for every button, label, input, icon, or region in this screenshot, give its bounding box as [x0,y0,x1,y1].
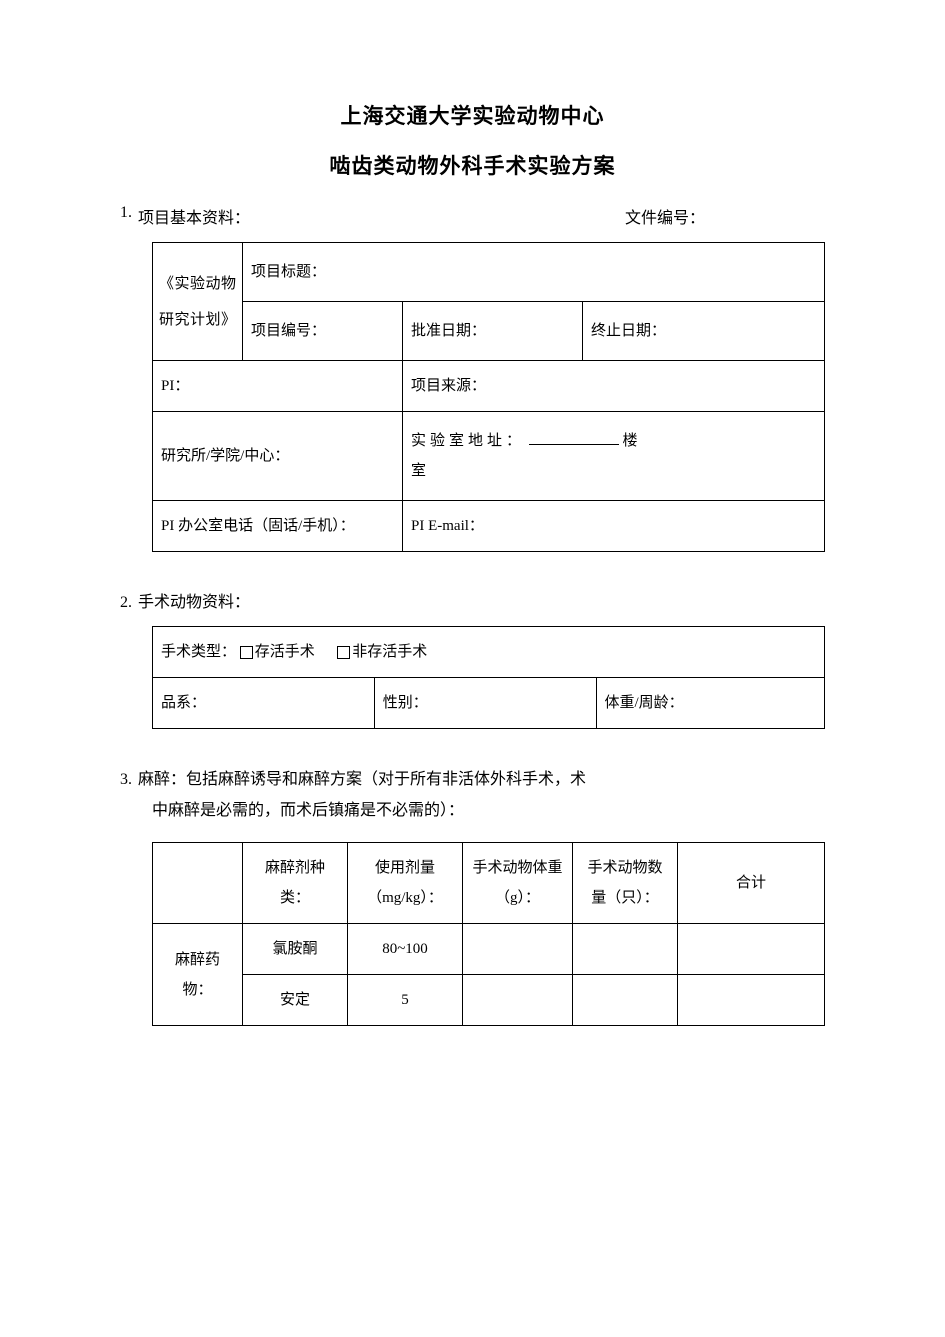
table-animal-info: 手术类型： 存活手术 非存活手术 品系： 性别： 体重/周龄： [152,626,825,729]
doc-number-label: 文件编号： [625,204,825,228]
approval-date-cell: 批准日期： [403,302,583,361]
total-header: 合计 [678,843,825,924]
pi-phone-cell: PI 办公室电话（固话/手机）： [153,501,403,552]
title-line-2: 啮齿类动物外科手术实验方案 [120,150,825,180]
project-title-cell: 项目标题： [243,243,825,302]
section-3-line2: 中麻醉是必需的，而术后镇痛是不必需的）： [152,793,825,828]
section-1-number: 1. [120,204,132,228]
dose-header: 使用剂量（mg/kg）： [348,843,463,924]
drug-row-0-count[interactable] [573,924,678,975]
weight-age-cell: 体重/周龄： [596,678,825,729]
section-2-number: 2. [120,594,132,612]
drug-row-0-total[interactable] [678,924,825,975]
drug-row-0-dose: 80~100 [348,924,463,975]
section-1-label: 项目基本资料： [138,204,250,228]
sex-cell: 性别： [374,678,596,729]
title-line-1: 上海交通大学实验动物中心 [120,100,825,130]
section-3-header: 3. 麻醉：包括麻醉诱导和麻醉方案（对于所有非活体外科手术，术 [120,765,825,789]
drug-row-0-weight[interactable] [463,924,573,975]
table-anesthesia: 麻醉剂种类： 使用剂量（mg/kg）： 手术动物体重（g）： 手术动物数量（只）… [152,842,825,1026]
pi-email-cell: PI E-mail： [403,501,825,552]
section-2-header: 2. 手术动物资料： [120,588,825,612]
project-number-cell: 项目编号： [243,302,403,361]
table-project-info: 《实验动物研究计划》 项目标题： 项目编号： 批准日期： 终止日期： PI： 项… [152,242,825,552]
anesthesia-blank-header [153,843,243,924]
end-date-cell: 终止日期： [583,302,825,361]
section-3-line1: 麻醉：包括麻醉诱导和麻醉方案（对于所有非活体外科手术，术 [138,765,586,789]
section-1-header: 1. 项目基本资料： 文件编号： [120,204,825,228]
surgery-type-label: 手术类型： [161,644,236,660]
lab-address-shi: 室 [411,463,426,479]
pi-cell: PI： [153,361,403,412]
strain-cell: 品系： [153,678,375,729]
lab-address-cell: 实验室地址： 楼 室 [403,412,825,501]
drug-row-1-dose: 5 [348,975,463,1026]
checkbox-survival[interactable] [240,646,253,659]
body-weight-header: 手术动物体重（g）： [463,843,573,924]
institute-cell: 研究所/学院/中心： [153,412,403,501]
drug-row-1-weight[interactable] [463,975,573,1026]
agent-type-header: 麻醉剂种类： [243,843,348,924]
project-source-cell: 项目来源： [403,361,825,412]
lab-address-prefix: 实验室地址： [411,433,525,449]
drug-row-1-count[interactable] [573,975,678,1026]
lab-address-lou: 楼 [623,433,638,449]
animal-count-header: 手术动物数量（只）： [573,843,678,924]
lab-address-blank[interactable] [529,444,619,445]
drug-row-0-agent: 氯胺酮 [243,924,348,975]
experiment-plan-label: 《实验动物研究计划》 [153,243,243,361]
drug-row-1-agent: 安定 [243,975,348,1026]
drug-row-1-total[interactable] [678,975,825,1026]
section-2-label: 手术动物资料： [138,588,250,612]
surgery-type-cell: 手术类型： 存活手术 非存活手术 [153,627,825,678]
anesthesia-drug-label: 麻醉药物： [153,924,243,1026]
nonsurvival-label: 非存活手术 [352,644,427,660]
checkbox-nonsurvival[interactable] [337,646,350,659]
section-3-number: 3. [120,771,132,789]
survival-label: 存活手术 [255,644,315,660]
